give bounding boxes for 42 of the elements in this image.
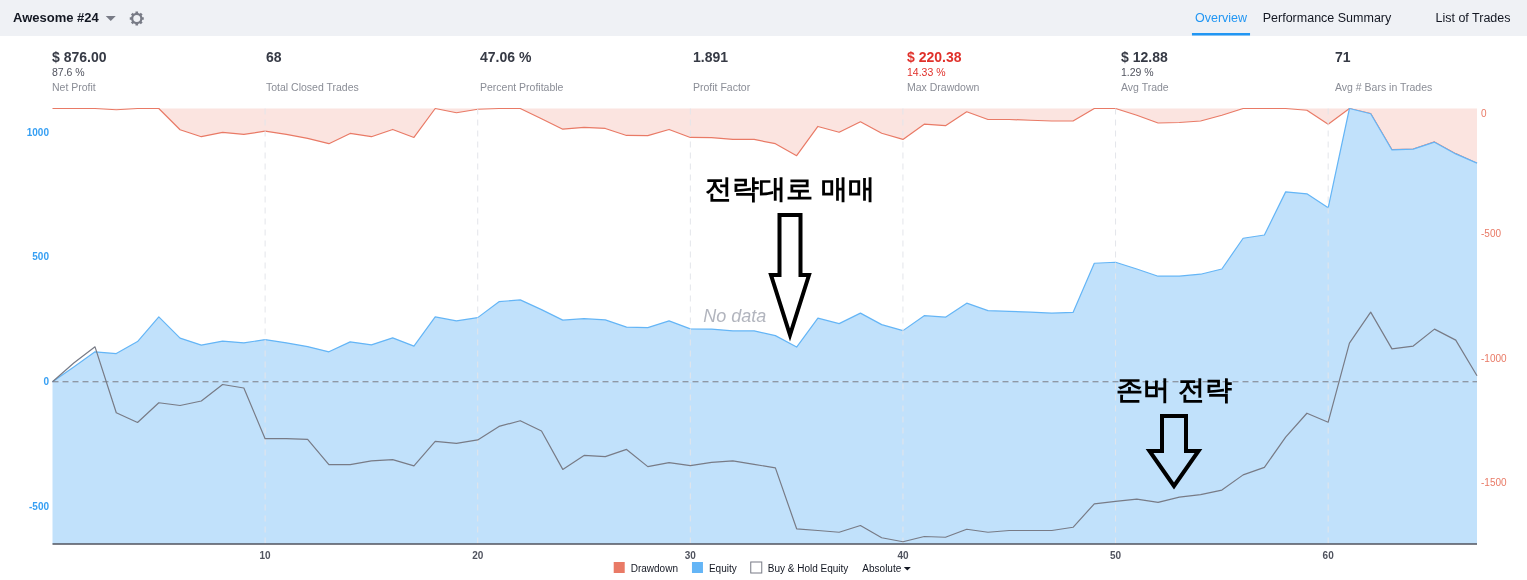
- y-tick-label: 1000: [26, 126, 50, 138]
- x-tick-label: 20: [472, 550, 484, 561]
- text: 47.06 %: [480, 49, 532, 65]
- x-tick-label: 30: [684, 550, 697, 561]
- text: 1.891: [693, 49, 729, 65]
- legend-label: Buy & Hold Equity: [767, 562, 849, 574]
- x-tick-label: 60: [1322, 550, 1335, 561]
- text: Profit Factor: [693, 81, 751, 93]
- y2-tick-label: -1500: [1481, 477, 1508, 489]
- text: $ 12.88: [1121, 49, 1168, 65]
- text: Overview: [1194, 11, 1249, 25]
- y2-tick-label: -500: [1481, 227, 1502, 239]
- text: 14.33 %: [907, 66, 946, 78]
- text: List of Trades: [1435, 11, 1511, 25]
- x-tick-label: 50: [1110, 550, 1122, 561]
- text: Total Closed Trades: [266, 81, 359, 93]
- legend-label: Drawdown: [630, 562, 678, 574]
- text: Net Profit: [52, 81, 96, 93]
- text: Percent Profitable: [480, 81, 564, 93]
- annotation: 전략대로 매매: [705, 174, 875, 204]
- text: $ 876.00: [52, 49, 107, 65]
- y2-tick-label: -1000: [1481, 352, 1508, 364]
- text: 71: [1335, 49, 1351, 65]
- y-tick-label: 500: [32, 251, 50, 263]
- annotation: No data: [703, 306, 767, 327]
- text: Max Drawdown: [907, 81, 980, 93]
- y-tick-label: -500: [28, 501, 50, 513]
- text: Performance Summary: [1262, 11, 1392, 25]
- y-tick-label: 0: [43, 376, 50, 388]
- chart-title: Awesome #24: [13, 10, 100, 25]
- x-tick-label: 10: [259, 550, 272, 561]
- text: 87.6 %: [52, 66, 85, 78]
- text: $ 220.38: [907, 49, 962, 65]
- text: 68: [266, 49, 282, 65]
- text: 1.29 %: [1121, 66, 1154, 78]
- text: Avg Trade: [1121, 81, 1169, 93]
- text: Avg # Bars in Trades: [1335, 81, 1433, 93]
- y2-tick-label: 0: [1481, 108, 1487, 119]
- annotation: 존버 전략: [1116, 375, 1232, 405]
- x-tick-label: 40: [897, 550, 909, 561]
- control-dropdown: Absolute: [862, 562, 911, 574]
- legend-label: Equity: [708, 562, 737, 574]
